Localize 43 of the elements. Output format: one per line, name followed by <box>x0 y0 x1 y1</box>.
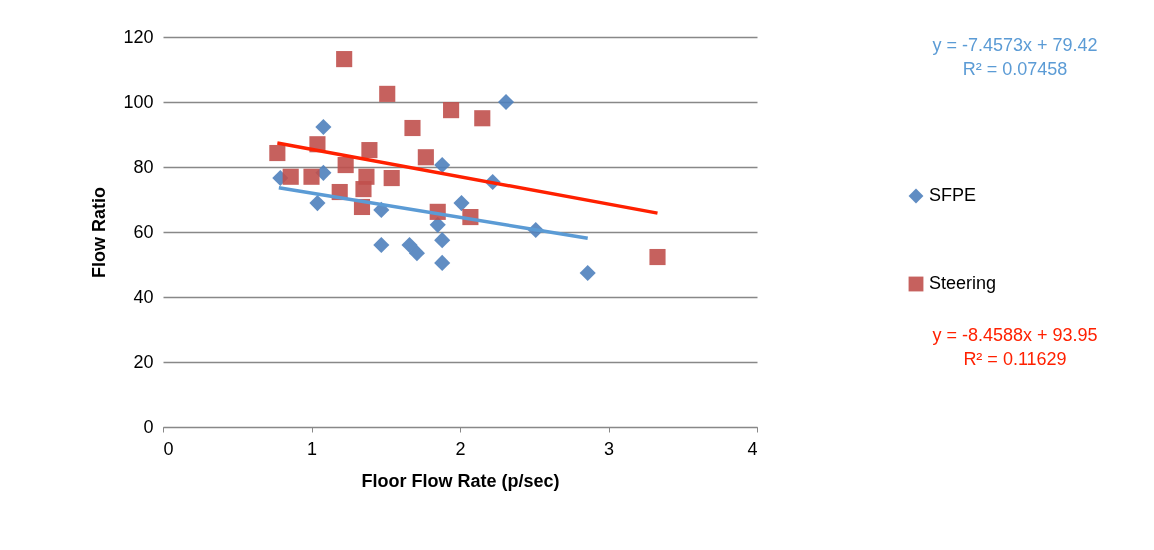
point <box>443 102 460 119</box>
point <box>579 264 596 282</box>
point <box>417 149 434 166</box>
point <box>434 254 451 271</box>
y-tick-label: 120 <box>123 26 154 47</box>
x-axis-title: Floor Flow Rate (p/sec) <box>361 470 560 491</box>
x-tick-label: 0 <box>163 438 174 459</box>
point <box>649 248 666 266</box>
text: y = -8.4588x + 93.95 R² = 0.11629 <box>932 325 1098 369</box>
point <box>361 142 378 159</box>
y-tick-label: 80 <box>133 156 154 177</box>
y-axis-title: Flow Ratio <box>89 187 110 278</box>
point <box>474 110 491 127</box>
point <box>408 245 425 262</box>
point <box>282 168 299 185</box>
y-tick-label: 20 <box>133 351 154 372</box>
point <box>355 181 372 198</box>
y-tick-label: 0 <box>143 416 154 437</box>
point <box>269 144 286 162</box>
x-tick-label: 4 <box>747 438 758 459</box>
point <box>434 232 451 249</box>
y-tick-label: 40 <box>133 286 154 307</box>
legend-label: Steering <box>929 273 997 293</box>
x-tick-label: 1 <box>306 438 318 459</box>
point <box>383 169 400 187</box>
x-tick-label: 2 <box>455 438 466 459</box>
point <box>303 168 320 185</box>
point <box>379 85 396 102</box>
point <box>309 195 326 212</box>
point <box>401 236 418 254</box>
point <box>434 156 451 174</box>
point <box>373 236 390 254</box>
point <box>453 195 470 212</box>
point <box>315 118 332 136</box>
text: y = -7.4573x + 79.42 R² = 0.07458 <box>932 35 1098 79</box>
y-tick-label: 100 <box>123 91 154 112</box>
point <box>336 51 353 68</box>
point <box>337 156 354 174</box>
point <box>497 93 515 111</box>
legend-label: SFPE <box>929 185 977 205</box>
y-tick-label: 60 <box>133 221 154 242</box>
point <box>404 119 421 137</box>
x-tick-label: 3 <box>603 438 615 459</box>
